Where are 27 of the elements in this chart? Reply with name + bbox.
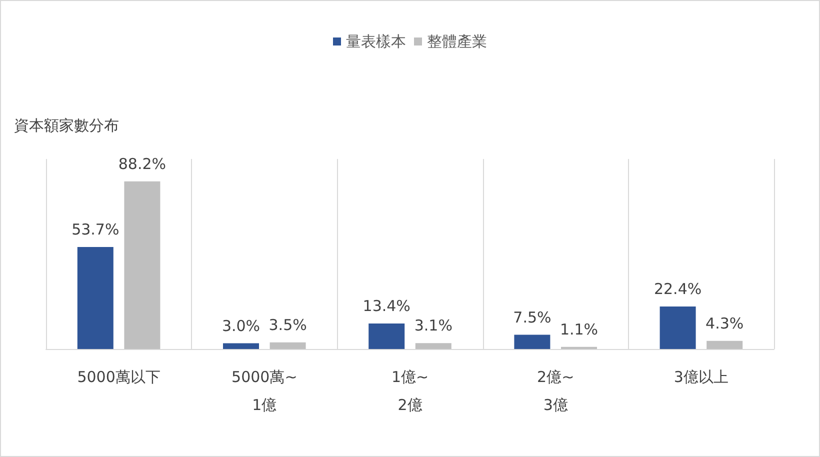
bar [514,334,550,349]
data-label: 4.3% [706,314,744,332]
x-tick-label: 5000萬~ 1億 [232,368,298,414]
data-label: 3.5% [268,316,307,334]
data-label: 13.4% [362,297,410,316]
x-tick-label: 5000萬以下 [77,368,160,386]
bar [270,342,306,349]
data-label: 1.1% [560,320,598,338]
x-tick-label: 1億~ 2億 [391,368,429,414]
bar [124,181,160,349]
legend-label: 量表樣本 [346,32,406,50]
data-label: 3.1% [414,316,452,335]
x-tick-label: 2億~ 3億 [537,368,574,414]
data-label: 22.4% [654,280,702,298]
bar [77,246,114,349]
bar [368,324,405,349]
data-label: 53.7% [72,220,120,238]
legend-label: 整體產業 [427,32,487,50]
bar [415,343,452,349]
bar [706,340,743,349]
bar [223,343,259,349]
data-label: 7.5% [513,308,552,326]
x-tick-label: 3億以上 [674,368,728,386]
bar [660,306,696,349]
chart-title: 資本額家數分布 [14,116,119,134]
data-label: 88.2% [118,154,166,173]
data-label: 3.0% [222,316,260,335]
